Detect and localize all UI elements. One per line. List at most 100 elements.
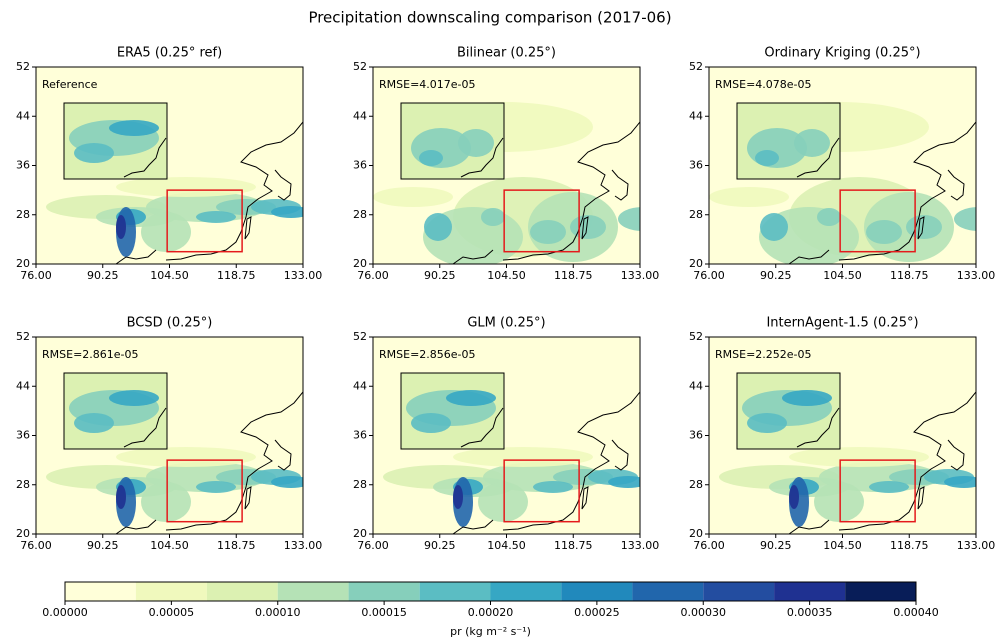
precip-area — [196, 211, 236, 223]
inset — [736, 102, 841, 180]
y-tick-label: 20 — [689, 527, 703, 540]
x-tick-label: 133.00 — [957, 269, 996, 282]
x-tick-label: 118.75 — [217, 539, 256, 552]
x-tick-label: 76.00 — [357, 269, 389, 282]
inset-area — [755, 150, 779, 166]
y-tick-label: 20 — [16, 527, 30, 540]
precip-area — [817, 208, 841, 226]
annotation: RMSE=2.856e-05 — [379, 348, 476, 361]
annotation: RMSE=4.017e-05 — [379, 78, 476, 91]
colorbar-tick-label: 0.00010 — [255, 606, 301, 619]
zoom-box — [166, 459, 243, 523]
inset-coast — [460, 407, 504, 448]
x-tick-label: 76.00 — [20, 539, 52, 552]
map-field — [709, 337, 976, 534]
precip-area — [760, 213, 788, 241]
y-tick-label: 52 — [689, 60, 703, 73]
precip-area — [424, 213, 452, 241]
inset-area — [419, 150, 443, 166]
map-panel: BCSD (0.25°) RMSE=2.861e-05 76.00 90.25 104.… — [16, 316, 322, 553]
precip-area — [866, 220, 902, 244]
x-tick-label: 118.75 — [554, 539, 593, 552]
precip-area — [453, 485, 463, 509]
zoom-box — [166, 189, 243, 253]
x-tick-label: 90.25 — [424, 539, 456, 552]
colorbar-bin — [703, 582, 775, 601]
x-tick-label: 104.50 — [150, 539, 189, 552]
y-tick-label: 44 — [353, 109, 367, 122]
inset-frame — [63, 102, 168, 180]
x-tick-label: 104.50 — [487, 539, 526, 552]
precip-area — [709, 187, 789, 207]
inset-frame — [63, 372, 168, 450]
precip-area — [789, 485, 799, 509]
precip-area — [608, 476, 640, 488]
y-tick-label: 52 — [353, 60, 367, 73]
inset-coast — [123, 407, 167, 448]
x-tick-label: 90.25 — [87, 269, 119, 282]
inset-frame — [400, 102, 505, 180]
annotation: RMSE=4.078e-05 — [715, 78, 812, 91]
zoom-box — [839, 189, 916, 253]
coastline — [452, 391, 640, 534]
y-tick-label: 36 — [16, 159, 30, 172]
annotation: Reference — [42, 78, 98, 91]
y-tick-label: 52 — [16, 60, 30, 73]
y-tick-label: 44 — [689, 109, 703, 122]
map-panel: InternAgent-1.5 (0.25°) RMSE=2.252e-05 76.… — [689, 316, 995, 553]
colorbar-tick-label: 0.00005 — [149, 606, 195, 619]
x-tick-label: 76.00 — [693, 539, 725, 552]
inset-area — [109, 390, 159, 406]
colorbar-tick-label: 0.00020 — [468, 606, 514, 619]
coastline — [788, 121, 976, 264]
coastline — [788, 391, 976, 534]
precip-area — [481, 208, 505, 226]
precip-area — [618, 207, 640, 231]
precip-area — [814, 482, 864, 522]
y-tick-label: 36 — [353, 429, 367, 442]
x-tick-label: 76.00 — [20, 269, 52, 282]
inset — [400, 102, 505, 180]
colorbar-bin — [65, 582, 136, 601]
inset-coast — [123, 137, 167, 178]
inset-frame — [736, 372, 841, 450]
y-tick-label: 20 — [353, 527, 367, 540]
colorbar-label: pr (kg m⁻² s⁻¹) — [450, 625, 531, 638]
precip-area — [530, 220, 566, 244]
x-tick-label: 118.75 — [554, 269, 593, 282]
panel-title: Bilinear (0.25°) — [457, 46, 556, 61]
y-tick-label: 44 — [16, 109, 30, 122]
precip-area — [944, 476, 976, 488]
zoom-box — [839, 459, 916, 523]
x-tick-label: 118.75 — [890, 539, 929, 552]
inset-area — [446, 390, 496, 406]
map-panel: GLM (0.25°) RMSE=2.856e-05 76.00 90.25 104.5… — [353, 316, 659, 553]
precip-area — [116, 177, 256, 197]
y-tick-label: 28 — [16, 208, 30, 221]
colorbar-bin — [348, 582, 420, 601]
x-tick-label: 118.75 — [890, 269, 929, 282]
precip-area — [478, 482, 528, 522]
inset-area — [74, 143, 114, 163]
y-tick-label: 36 — [353, 159, 367, 172]
inset-frame — [736, 102, 841, 180]
precip-area — [954, 207, 976, 231]
x-tick-label: 104.50 — [487, 269, 526, 282]
precip-area — [789, 447, 929, 467]
inset — [736, 372, 841, 450]
precip-area — [141, 482, 191, 522]
inset-coast — [460, 137, 504, 178]
zoom-box — [503, 189, 580, 253]
annotation: RMSE=2.252e-05 — [715, 348, 812, 361]
y-tick-label: 28 — [353, 208, 367, 221]
colorbar-tick-label: 0.00025 — [574, 606, 620, 619]
inset — [400, 372, 505, 450]
precip-area — [116, 447, 256, 467]
y-tick-label: 52 — [689, 330, 703, 343]
precip-area — [196, 481, 236, 493]
colorbar-bin — [632, 582, 704, 601]
x-tick-label: 133.00 — [957, 539, 996, 552]
precip-area — [869, 481, 909, 493]
x-tick-label: 133.00 — [284, 269, 323, 282]
